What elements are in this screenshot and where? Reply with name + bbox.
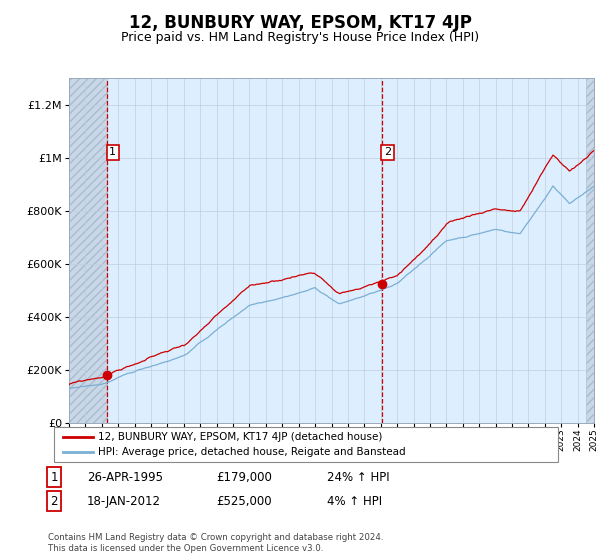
Text: 26-APR-1995: 26-APR-1995 [87,470,163,484]
Text: 1: 1 [50,470,58,484]
Text: 12, BUNBURY WAY, EPSOM, KT17 4JP: 12, BUNBURY WAY, EPSOM, KT17 4JP [128,14,472,32]
Text: 18-JAN-2012: 18-JAN-2012 [87,494,161,508]
Text: £179,000: £179,000 [216,470,272,484]
Text: 24% ↑ HPI: 24% ↑ HPI [327,470,389,484]
Text: Price paid vs. HM Land Registry's House Price Index (HPI): Price paid vs. HM Land Registry's House … [121,31,479,44]
Bar [69,78,107,423]
Text: Contains HM Land Registry data © Crown copyright and database right 2024.
This d: Contains HM Land Registry data © Crown c… [48,533,383,553]
Text: 2: 2 [50,494,58,508]
Text: HPI: Average price, detached house, Reigate and Banstead: HPI: Average price, detached house, Reig… [98,447,406,458]
Text: 12, BUNBURY WAY, EPSOM, KT17 4JP (detached house): 12, BUNBURY WAY, EPSOM, KT17 4JP (detach… [98,432,382,442]
Text: 2: 2 [384,147,391,157]
Text: £525,000: £525,000 [216,494,272,508]
Text: 4% ↑ HPI: 4% ↑ HPI [327,494,382,508]
Bar [586,78,594,423]
Text: 1: 1 [109,147,116,157]
